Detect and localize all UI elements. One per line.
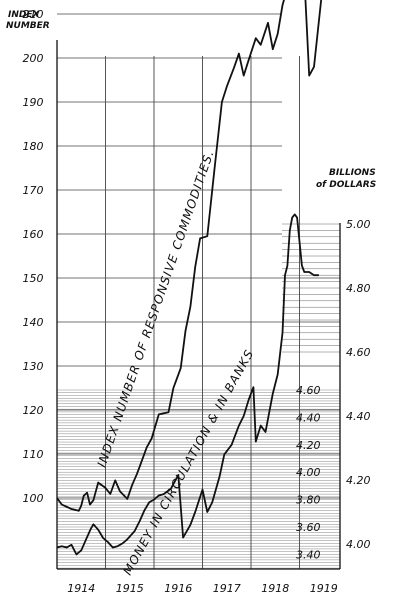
right-tick-label: 4.60 [296, 384, 321, 397]
right-tick-label: 4.00 [346, 538, 371, 551]
left-tick-label: 200 [23, 52, 44, 65]
left-tick-label: 110 [23, 448, 44, 461]
right-tick-label: 3.60 [296, 521, 321, 534]
index-series-line [56, 0, 323, 512]
right-tick-label: 4.40 [296, 411, 321, 424]
left-tick-label: 130 [23, 360, 44, 373]
left-tick-label: 170 [23, 184, 44, 197]
right-axis-title-line-2: of DOLLARS [316, 180, 376, 190]
year-labels: 1914 1915 1916 1917 1918 1919 [67, 582, 338, 595]
right-tick-label: 4.80 [346, 282, 371, 295]
right-axis-title-line-1: BILLIONS [329, 168, 376, 178]
right-tick-label: 3.40 [296, 548, 321, 561]
left-axis-ticks: 100110120130140150160170180190200210220 [23, 8, 44, 505]
right-tick-label: 5.00 [346, 218, 371, 231]
left-axis-title-line-1: INDEX [8, 10, 40, 20]
right-tick-label: 4.20 [296, 439, 321, 452]
axes [56, 40, 341, 570]
left-tick-label: 210 [23, 8, 44, 21]
year-label: 1916 [164, 582, 192, 595]
index-series-label: INDEX NUMBER OF RESPONSIVE COMMODITIES. [95, 148, 217, 469]
left-tick-label: 190 [23, 96, 44, 109]
left-axis-title-line-2: NUMBER [6, 21, 50, 31]
year-label: 1917 [213, 582, 241, 595]
right-tick-label: 4.60 [346, 346, 371, 359]
year-label: 1918 [261, 582, 289, 595]
right-tick-label: 3.80 [296, 494, 321, 507]
year-label: 1914 [67, 582, 95, 595]
money-series-line [56, 213, 319, 556]
left-tick-label: 100 [23, 492, 44, 505]
right-tick-label: 4.00 [296, 466, 321, 479]
right-tick-label: 4.40 [346, 410, 371, 423]
left-tick-label: 140 [23, 316, 44, 329]
right-axis-ticks: 5.00 4.80 4.60 4.40 4.20 4.00 4.60 4.40 4.20 4.00… [296, 218, 371, 561]
left-tick-label: 180 [23, 140, 44, 153]
left-tick-label: 150 [23, 272, 44, 285]
year-label: 1919 [310, 582, 338, 595]
year-label: 1915 [116, 582, 144, 595]
left-tick-label: 160 [23, 228, 44, 241]
left-tick-label: 120 [23, 404, 44, 417]
right-tick-label: 4.20 [346, 474, 371, 487]
